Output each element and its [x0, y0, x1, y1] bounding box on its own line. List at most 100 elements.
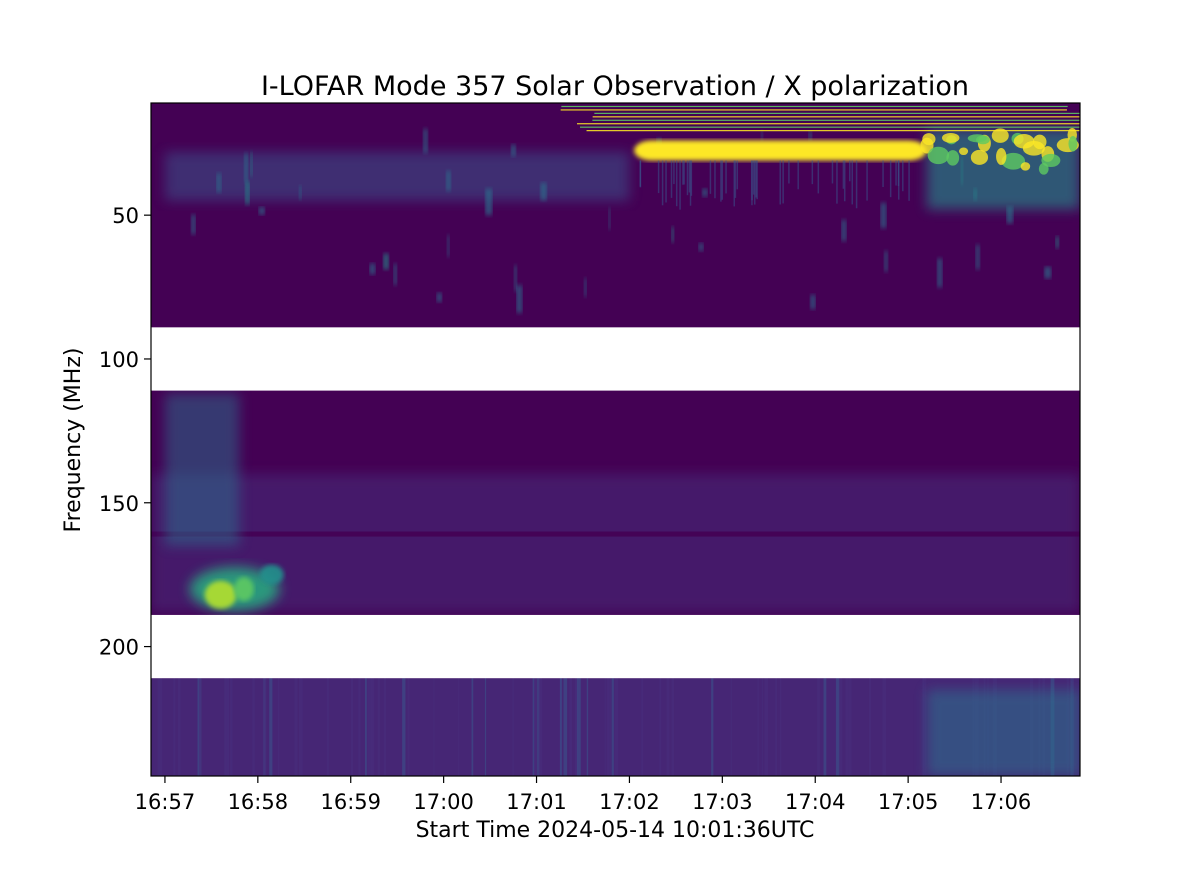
heatmap-speckle [245, 181, 250, 205]
heatmap-speckle [810, 294, 816, 310]
heatmap-streak [736, 160, 739, 190]
heatmap-burst-blob [970, 149, 989, 165]
heatmap-streak [665, 160, 667, 203]
heatmap-striation [226, 678, 229, 776]
heatmap-striation [606, 678, 610, 776]
heatmap-striation [659, 678, 662, 776]
heatmap-streak [842, 160, 845, 189]
heatmap-striation [364, 678, 367, 776]
heatmap-speckle [937, 258, 943, 288]
x-tick-label: 16:58 [228, 790, 289, 814]
heatmap-speckle [671, 226, 675, 243]
x-tick-label: 17:03 [692, 790, 753, 814]
heatmap-striation [604, 678, 606, 776]
heatmap-streak [690, 160, 693, 196]
heatmap-speckle [393, 263, 398, 286]
heatmap-streak [836, 160, 838, 204]
heatmap-streak [683, 160, 685, 185]
x-tick-label: 17:04 [785, 790, 846, 814]
heatmap-streak [866, 160, 868, 201]
heatmap-streak [779, 160, 781, 205]
heatmap-striation [177, 678, 181, 776]
heatmap-speckle [584, 278, 587, 297]
heatmap-striation [614, 678, 619, 776]
heatmap-striation [845, 678, 849, 776]
heatmap-rfi-line [577, 123, 1080, 125]
y-tick-label: 150 [99, 492, 139, 516]
heatmap-speckle [608, 208, 611, 230]
heatmap-streak [679, 160, 681, 210]
x-tick-label: 17:00 [413, 790, 474, 814]
heatmap-striation [563, 678, 568, 776]
heatmap-striation [224, 678, 229, 776]
heatmap-striation [569, 678, 573, 776]
heatmap-streak [682, 160, 684, 185]
heatmap-striation [609, 678, 612, 776]
heatmap-streak [831, 160, 834, 184]
heatmap-striation [358, 678, 361, 776]
heatmap-streak [751, 160, 753, 206]
heatmap-low-freq-emission [164, 151, 630, 201]
y-tick-label: 100 [99, 348, 139, 372]
heatmap-striation [611, 678, 614, 776]
heatmap-mid-diffuse [151, 474, 1080, 613]
heatmap-striation [757, 678, 759, 776]
heatmap-streak [811, 160, 814, 185]
heatmap-streak [797, 160, 799, 190]
heatmap-streak [817, 160, 820, 194]
heatmap-striation [839, 678, 843, 776]
heatmap-striation [173, 678, 176, 776]
heatmap-striation [730, 678, 732, 776]
heatmap-strong-emission [634, 140, 927, 161]
heatmap-striation [761, 678, 763, 776]
heatmap-striation [671, 678, 675, 776]
heatmap-speckle [511, 144, 516, 157]
heatmap-striation [367, 678, 371, 776]
heatmap-striation [533, 678, 538, 776]
data-gap [151, 614, 1080, 679]
heatmap-striation [471, 678, 474, 776]
heatmap-striation [407, 678, 410, 776]
x-tick-label: 17:05 [878, 790, 939, 814]
heatmap-burst-blob [967, 134, 987, 143]
heatmap-early-burst-core [204, 580, 237, 609]
heatmap-speckle [702, 188, 708, 197]
heatmap-streak [689, 160, 692, 206]
heatmap-striation [922, 678, 927, 776]
plot-frame [150, 102, 1081, 777]
y-tick-label: 50 [112, 204, 139, 228]
x-axis: 16:57 16:58 16:59 17:00 17:01 17:02 17:03 17:04… [135, 776, 1031, 814]
heatmap-streak [734, 160, 737, 198]
heatmap-burst-blob [959, 147, 969, 156]
heatmap-streak [639, 160, 642, 188]
heatmap-streak [721, 160, 723, 200]
heatmap-speckle [298, 185, 302, 200]
heatmap-striation [377, 678, 380, 776]
heatmap-striation [538, 678, 543, 776]
x-axis-label: Start Time 2024-05-14 10:01:36UTC [416, 818, 815, 843]
heatmap-rfi-line [586, 130, 1080, 132]
heatmap-striation [350, 678, 354, 776]
heatmap-striation [666, 678, 670, 776]
x-tick-label: 16:57 [135, 790, 196, 814]
heatmap-speckle [250, 151, 253, 177]
heatmap-speckle [841, 219, 847, 242]
heatmap-streak [851, 160, 853, 205]
heatmap-early-burst-tail [259, 564, 284, 585]
heatmap-speckle [258, 207, 265, 215]
heatmap-streak [755, 160, 757, 198]
heatmap-streak [895, 160, 897, 186]
heatmap-speckle [1006, 206, 1013, 224]
y-axis-label: Frequency (MHz) [61, 348, 86, 533]
heatmap-speckle [216, 173, 222, 193]
heatmap-lower-right-glow [926, 689, 1080, 776]
heatmap-striation [370, 678, 375, 776]
heatmap-striation [837, 678, 840, 776]
heatmap-streak [849, 160, 851, 182]
heatmap-streak [657, 160, 660, 194]
heatmap-speckle [540, 182, 547, 201]
heatmap-streak [782, 160, 784, 204]
heatmap-streak [661, 160, 664, 206]
heatmap-striation [775, 678, 778, 776]
